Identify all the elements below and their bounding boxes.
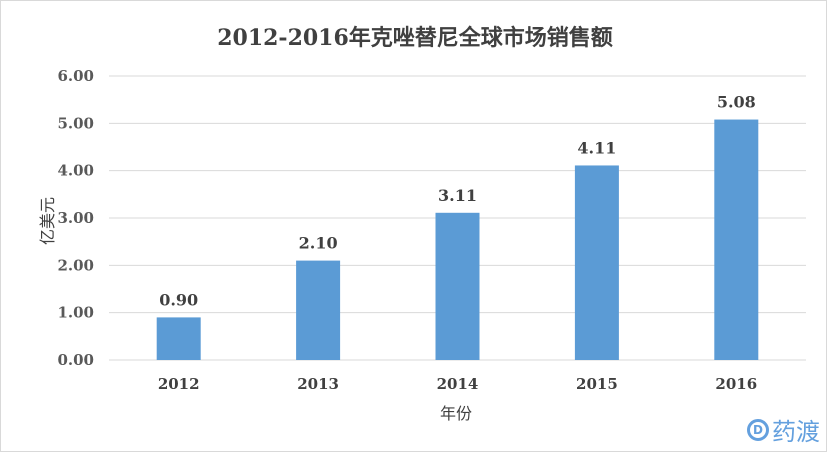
y-tick-label: 1.00 [57,304,94,322]
data-label: 2.10 [299,234,338,253]
data-label: 0.90 [159,290,198,309]
x-tick-label: 2016 [715,375,757,393]
x-tick-label: 2015 [576,375,618,393]
y-tick-label: 6.00 [57,67,94,85]
x-tick-label: 2014 [437,375,479,393]
bar-2013 [296,260,341,360]
bar-2016 [714,119,759,361]
bar-2015 [574,165,619,360]
yaodu-logo-icon: D [747,418,769,441]
y-tick-label: 5.00 [57,114,94,132]
data-label: 5.08 [717,93,756,112]
y-tick-label: 4.00 [57,162,94,180]
x-tick-label: 2013 [297,375,339,393]
data-label: 4.11 [577,138,616,157]
watermark-text: 药渡 [772,418,820,446]
chart-title: 2012-2016年克唑替尼全球市场销售额 [217,25,613,51]
watermark: D 药渡 [747,412,820,447]
y-tick-label: 0.00 [57,351,94,369]
bar-2012 [156,317,201,360]
data-label: 3.11 [438,186,477,205]
y-tick-label: 2.00 [57,256,94,274]
y-axis-label: 亿美元 [38,197,57,245]
x-tick-label: 2012 [158,375,200,393]
x-axis-label: 年份 [440,404,472,423]
y-tick-label: 3.00 [57,209,94,227]
bar-2014 [435,212,480,360]
